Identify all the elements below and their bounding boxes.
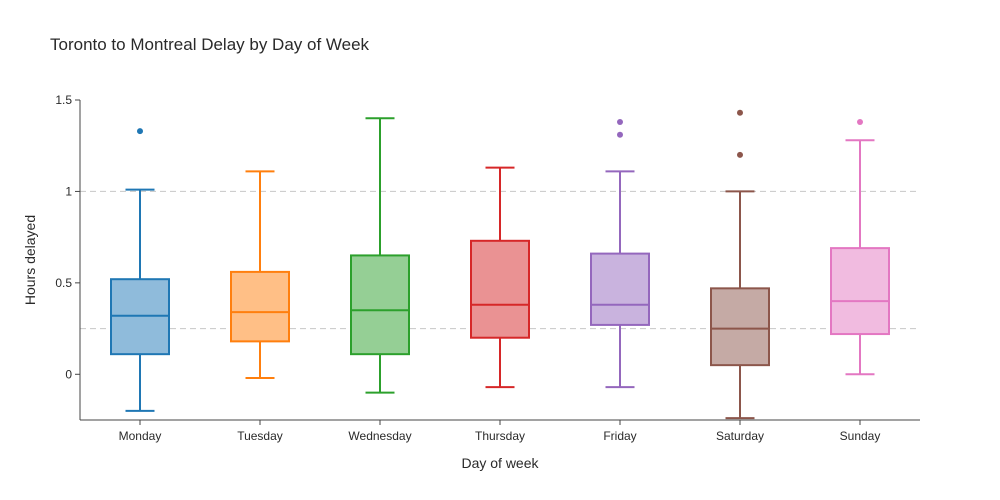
x-tick-label: Saturday bbox=[716, 429, 764, 443]
box-friday bbox=[590, 118, 650, 389]
outlier-point bbox=[617, 118, 623, 125]
iqr-box bbox=[590, 252, 650, 326]
box-sunday bbox=[830, 118, 890, 376]
outlier-point bbox=[617, 131, 623, 138]
axes: 0 0.5 1 1.5 Monday Tuesday Wednesday Thursday Fr… bbox=[55, 93, 920, 443]
iqr-box bbox=[830, 247, 890, 336]
box-tuesday bbox=[230, 170, 290, 379]
x-tick-label: Tuesday bbox=[237, 429, 283, 443]
x-tick-label: Thursday bbox=[475, 429, 525, 443]
y-tick-label: 0 bbox=[65, 367, 72, 381]
iqr-box bbox=[230, 270, 290, 343]
outlier-point bbox=[137, 128, 143, 135]
y-tick-label: 1 bbox=[65, 184, 72, 198]
box-saturday bbox=[710, 109, 770, 420]
boxes bbox=[110, 109, 890, 420]
iqr-box bbox=[350, 254, 410, 356]
box-thursday bbox=[470, 166, 530, 389]
outlier-point bbox=[737, 109, 743, 116]
x-tick-label: Monday bbox=[119, 429, 162, 443]
box-wednesday bbox=[350, 117, 410, 394]
iqr-box bbox=[710, 287, 770, 367]
x-tick-label: Friday bbox=[603, 429, 636, 443]
chart-title: Toronto to Montreal Delay by Day of Week bbox=[50, 35, 370, 54]
outlier-point bbox=[737, 151, 743, 158]
x-tick-label: Wednesday bbox=[348, 429, 411, 443]
iqr-box bbox=[470, 239, 530, 339]
y-tick-label: 1.5 bbox=[55, 93, 72, 107]
box-monday bbox=[110, 128, 170, 412]
x-tick-label: Sunday bbox=[840, 429, 881, 443]
x-axis-title: Day of week bbox=[461, 455, 539, 471]
outlier-point bbox=[857, 118, 863, 125]
y-tick-label: 0.5 bbox=[55, 276, 72, 290]
y-axis-title: Hours delayed bbox=[22, 215, 38, 305]
